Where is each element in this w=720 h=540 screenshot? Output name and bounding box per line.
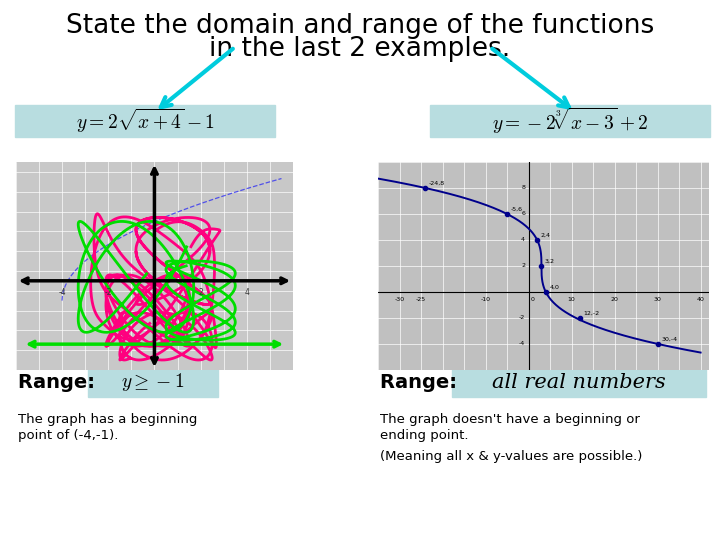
Text: -24,8: -24,8 bbox=[428, 181, 445, 186]
Text: The graph doesn't have a beginning or: The graph doesn't have a beginning or bbox=[380, 413, 640, 426]
Text: 0: 0 bbox=[531, 297, 535, 302]
Text: (Meaning all x & y-values are possible.): (Meaning all x & y-values are possible.) bbox=[380, 450, 642, 463]
Text: 40: 40 bbox=[697, 297, 705, 302]
Text: -4: -4 bbox=[519, 341, 525, 347]
Text: 20: 20 bbox=[611, 297, 618, 302]
Text: -30: -30 bbox=[395, 297, 405, 302]
Text: State the domain and range of the functions: State the domain and range of the functi… bbox=[66, 13, 654, 39]
Text: $x \geq -4$: $x \geq -4$ bbox=[142, 336, 208, 356]
Text: Domain:: Domain: bbox=[380, 336, 478, 355]
Text: all real numbers: all real numbers bbox=[492, 373, 666, 392]
Text: 10: 10 bbox=[567, 297, 575, 302]
Text: $y = 2\sqrt{x+4}-1$: $y = 2\sqrt{x+4}-1$ bbox=[76, 107, 215, 135]
Text: 4: 4 bbox=[244, 288, 249, 297]
Text: all real numbers: all real numbers bbox=[500, 336, 674, 355]
Text: -2: -2 bbox=[104, 288, 112, 297]
Text: Domain:: Domain: bbox=[18, 336, 116, 355]
Text: 12,-2: 12,-2 bbox=[584, 310, 600, 316]
Text: ending point.: ending point. bbox=[380, 429, 469, 442]
Text: 6: 6 bbox=[521, 212, 525, 217]
Text: -5,6: -5,6 bbox=[510, 207, 523, 212]
Text: 2: 2 bbox=[198, 288, 203, 297]
FancyBboxPatch shape bbox=[452, 367, 706, 397]
Text: 8: 8 bbox=[521, 185, 525, 191]
FancyBboxPatch shape bbox=[100, 331, 250, 361]
Text: 30: 30 bbox=[654, 297, 662, 302]
Text: $y \geq -1$: $y \geq -1$ bbox=[121, 371, 185, 393]
Text: -10: -10 bbox=[480, 297, 490, 302]
Text: 4,0: 4,0 bbox=[549, 285, 559, 289]
Text: point of (-4,-1).: point of (-4,-1). bbox=[18, 429, 118, 442]
Text: Range:: Range: bbox=[380, 373, 464, 392]
Text: Range:: Range: bbox=[18, 373, 102, 392]
Text: 2: 2 bbox=[521, 264, 525, 268]
Text: -4: -4 bbox=[58, 288, 66, 297]
FancyBboxPatch shape bbox=[468, 331, 706, 361]
Text: 3,2: 3,2 bbox=[545, 259, 555, 264]
Text: $y = -2\sqrt[3]{x-3}+2$: $y = -2\sqrt[3]{x-3}+2$ bbox=[492, 106, 648, 136]
FancyBboxPatch shape bbox=[15, 105, 275, 137]
Text: 2,4: 2,4 bbox=[541, 233, 551, 238]
Text: in the last 2 examples.: in the last 2 examples. bbox=[210, 36, 510, 62]
Text: -25: -25 bbox=[416, 297, 426, 302]
FancyBboxPatch shape bbox=[430, 105, 710, 137]
Text: The graph has a beginning: The graph has a beginning bbox=[18, 413, 197, 426]
Text: 4: 4 bbox=[521, 238, 525, 242]
FancyBboxPatch shape bbox=[88, 367, 218, 397]
Text: -2: -2 bbox=[519, 315, 525, 320]
Text: 30,-4: 30,-4 bbox=[661, 336, 677, 342]
